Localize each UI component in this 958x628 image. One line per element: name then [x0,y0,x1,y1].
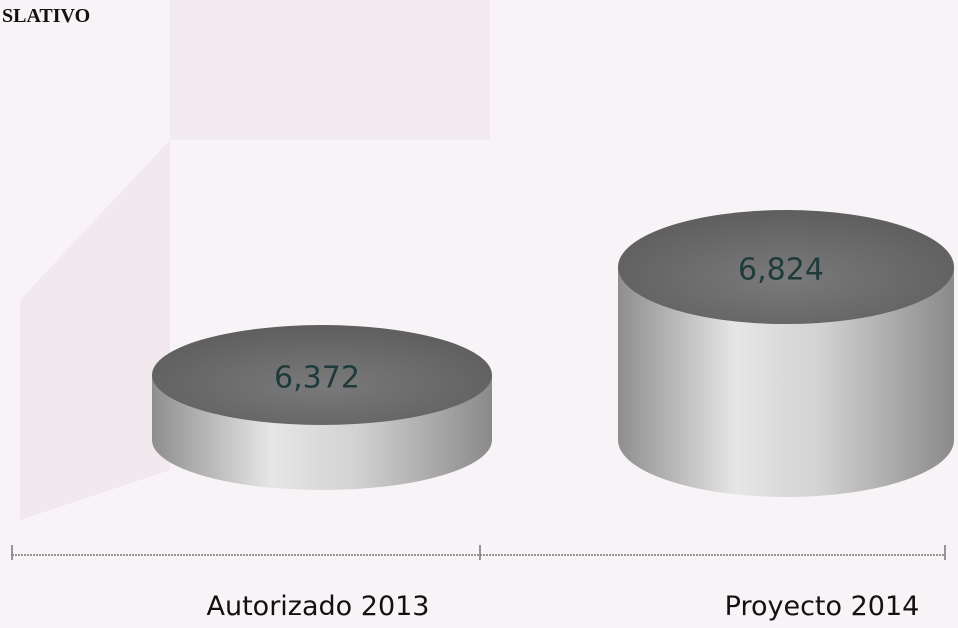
floor-shadow [20,140,170,520]
chart-title: SLATIVO [2,5,90,27]
cylinder-body [618,267,954,497]
value-label: 6,372 [274,361,360,396]
x-tick-label: Autorizado 2013 [207,591,430,622]
cylinder-top [618,210,954,325]
value-label: 6,824 [738,253,824,288]
cylinder-top [152,325,492,426]
cylinder [152,325,492,490]
wall-shadow [170,0,490,140]
cylinder [618,210,954,497]
category-axis [11,545,946,560]
x-tick-label: Proyecto 2014 [725,591,920,622]
